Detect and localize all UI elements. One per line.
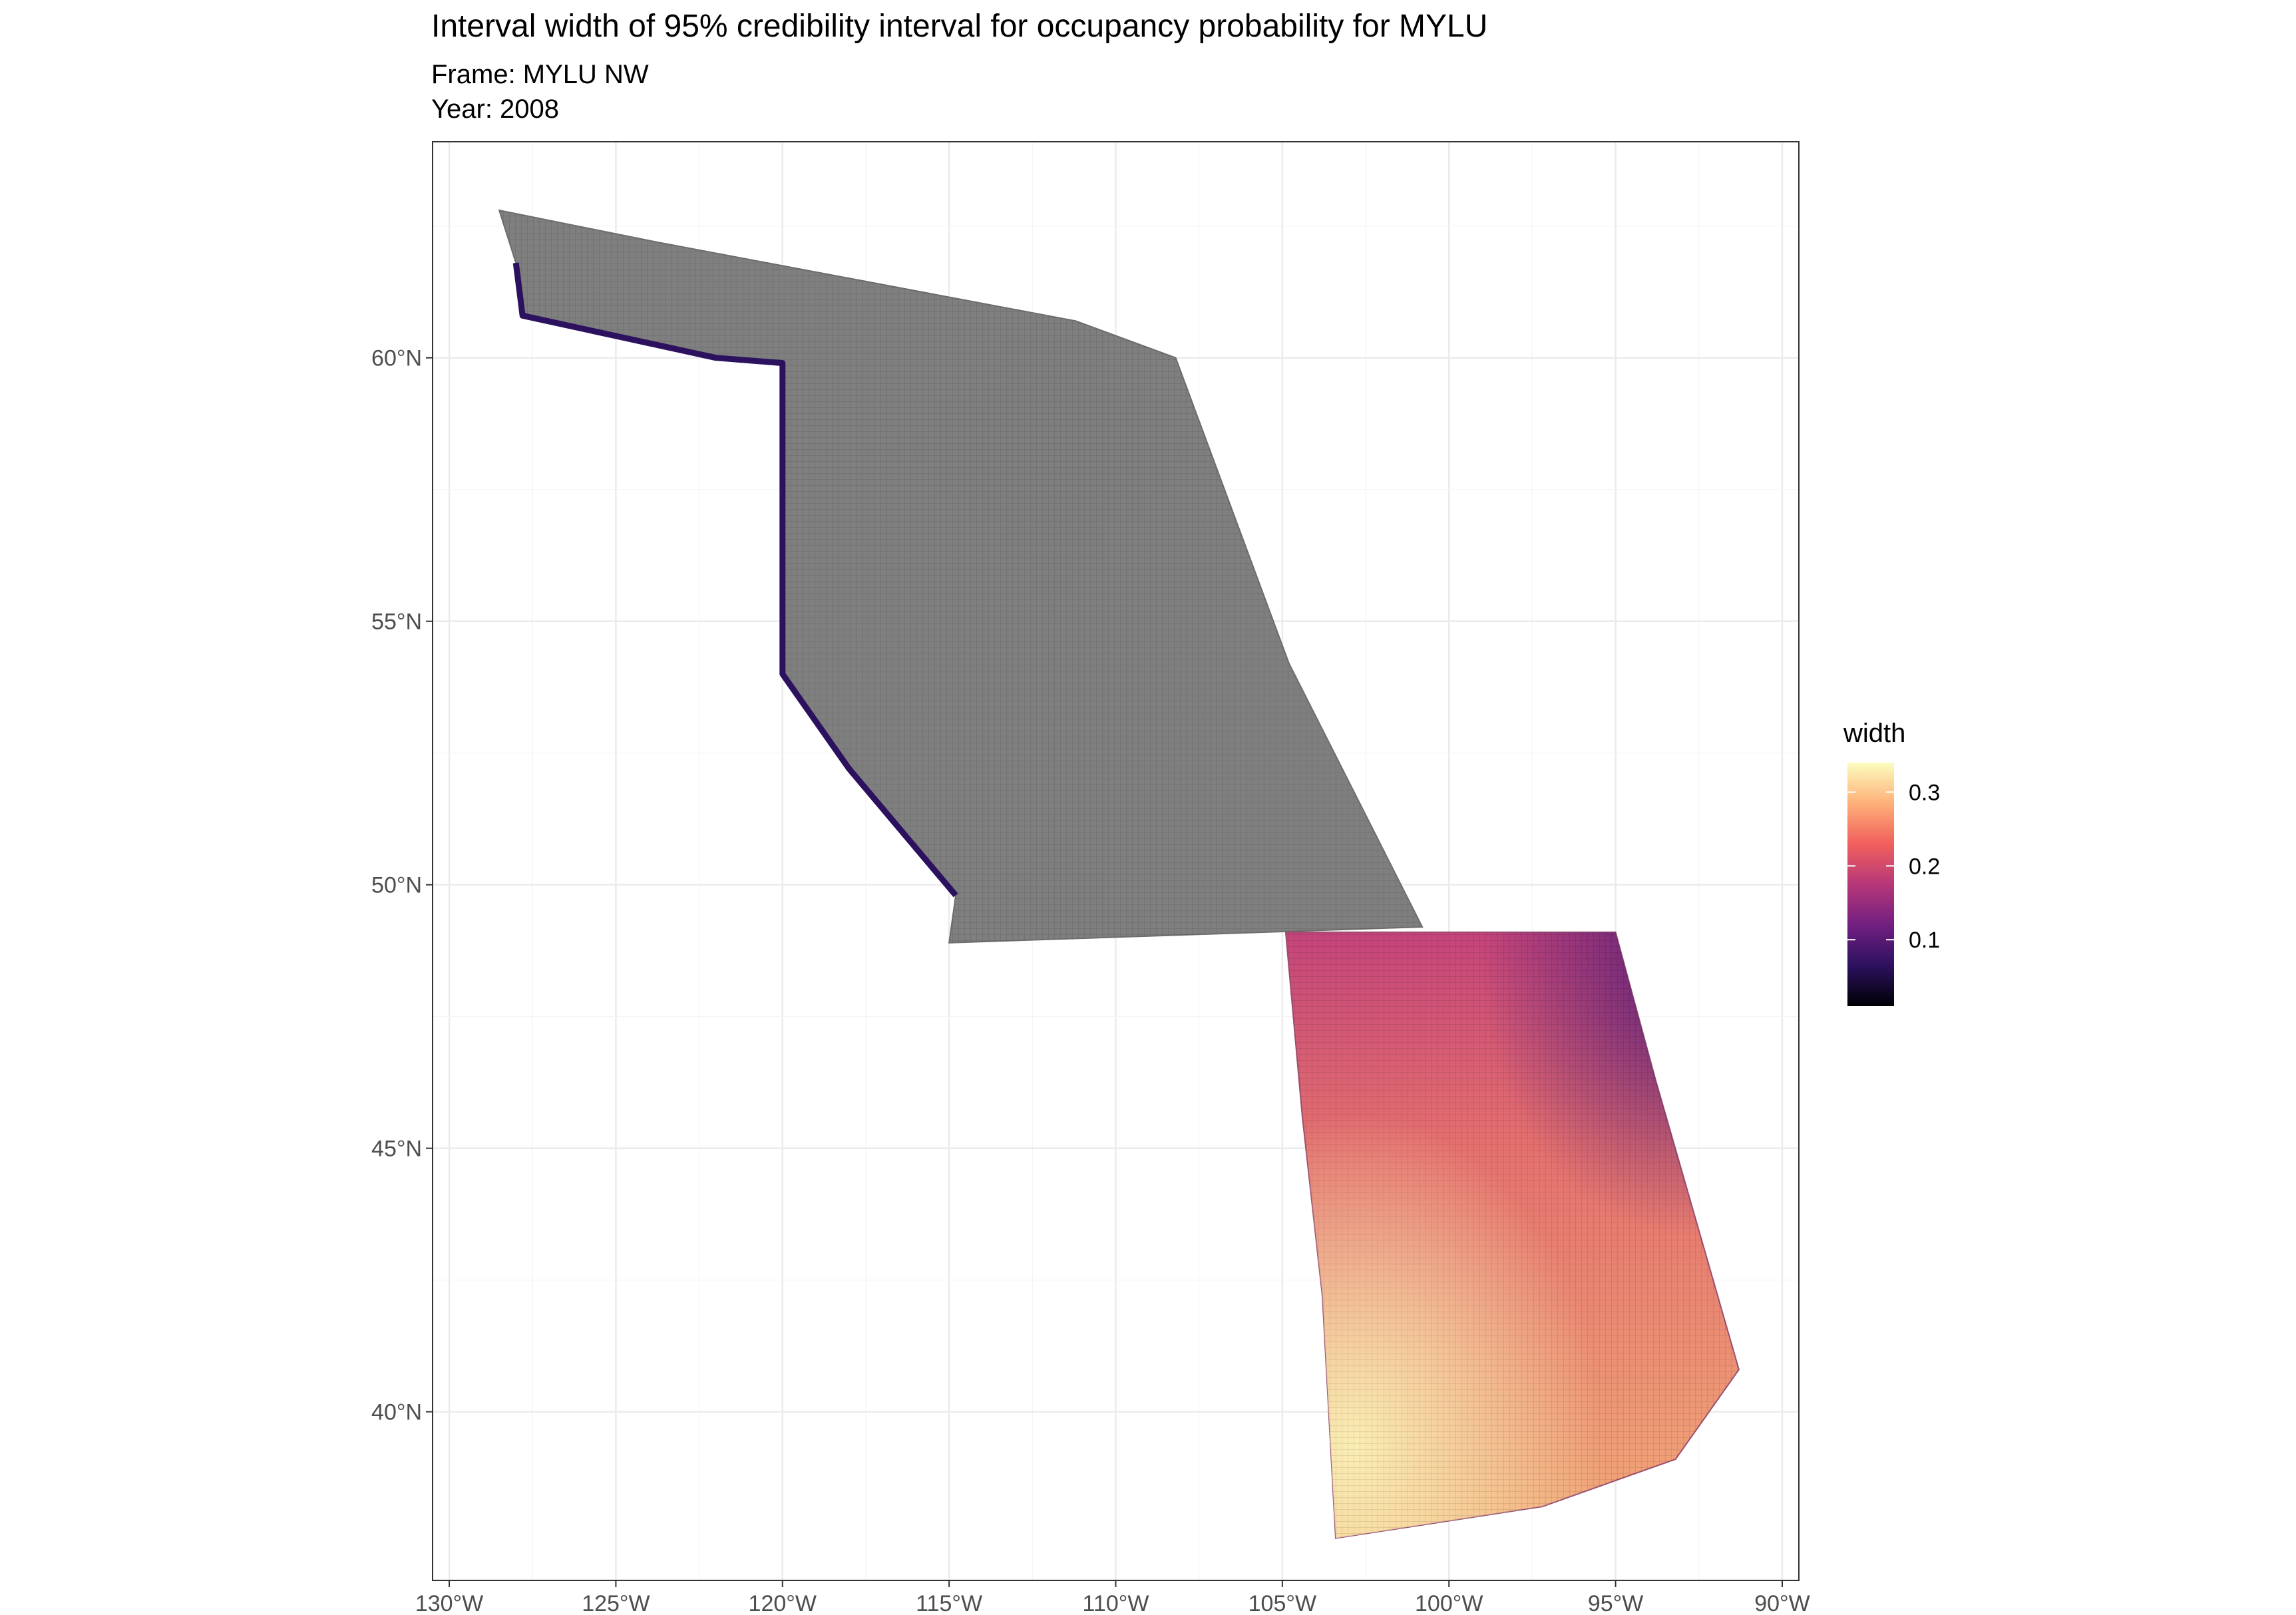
x-tick-label: 90°W	[1754, 1591, 1810, 1615]
x-tick-label: 115°W	[916, 1591, 982, 1615]
legend-label: 0.1	[1909, 928, 1940, 953]
x-axis: 130°W 125°W 120°W 115°W 110°W 105°W 100°W 95°W 9…	[415, 1580, 1810, 1615]
chart-title: Interval width of 95% credibility interv…	[431, 9, 1488, 44]
region-south-mesh	[1285, 932, 1739, 1538]
x-tick-label: 120°W	[749, 1591, 817, 1615]
x-tick-label: 110°W	[1083, 1591, 1149, 1615]
x-tick-label: 95°W	[1588, 1591, 1644, 1615]
chart-subtitle-year: Year: 2008	[431, 94, 560, 124]
map-regions	[498, 209, 1740, 1539]
y-tick-label: 55°N	[371, 610, 422, 635]
legend-label: 0.3	[1909, 780, 1940, 805]
legend: width 0.3 0.2 0.1	[1843, 719, 1940, 1006]
legend-label: 0.2	[1909, 854, 1940, 879]
region-north-margin	[512, 262, 958, 898]
y-axis: 40°N 45°N 50°N 55°N 60°N	[371, 346, 433, 1425]
x-tick-label: 100°W	[1415, 1591, 1483, 1615]
y-tick-label: 40°N	[371, 1400, 422, 1425]
y-tick-label: 60°N	[371, 346, 422, 371]
legend-colorbar	[1847, 763, 1894, 1006]
legend-title: width	[1843, 719, 1905, 748]
x-tick-label: 130°W	[415, 1591, 483, 1615]
x-tick-label: 125°W	[582, 1591, 650, 1615]
x-tick-label: 105°W	[1248, 1591, 1316, 1615]
region-north-mesh	[499, 210, 1423, 943]
y-tick-label: 50°N	[371, 873, 422, 898]
chart-subtitle-frame: Frame: MYLU NW	[431, 60, 649, 89]
y-tick-label: 45°N	[371, 1137, 422, 1162]
